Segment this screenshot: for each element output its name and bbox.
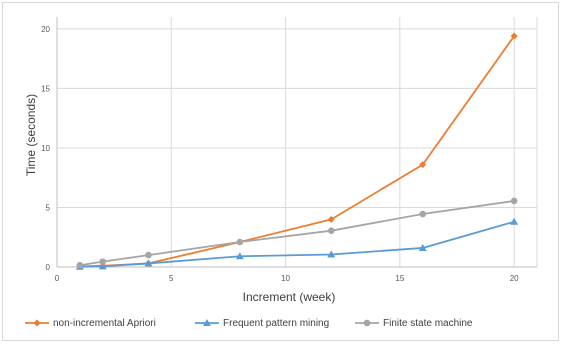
data-point [98,262,107,270]
series-line [79,35,515,268]
data-point [510,32,518,40]
data-point [419,210,427,218]
data-point [418,243,427,251]
legend-label: non-incremental Apriori [53,318,156,329]
x-tick-label: 20 [510,274,519,283]
y-tick-label: 0 [46,263,51,272]
data-point [236,238,244,246]
data-point [510,217,519,225]
axes: 0 5 10 15 20 0 5 10 15 20 [41,17,537,283]
legend-marker [33,319,41,327]
data-point [76,261,84,269]
legend-item: Frequent pattern mining [195,318,329,329]
x-axis-title: Increment (week) [243,290,336,304]
y-tick-label: 15 [41,84,50,93]
x-tick-label: 0 [55,274,60,283]
series-circle [76,197,518,269]
data-point [145,251,152,259]
series-lines [75,32,519,270]
data-point [327,250,336,258]
data-point [510,197,518,205]
data-point [144,259,153,267]
data-point [327,227,335,234]
legend-label: Frequent pattern mining [223,318,329,329]
line-chart: 0 5 10 15 20 0 5 10 15 20 Increment (week) Time (… [24,17,538,329]
data-point [419,161,427,169]
legend-item: non-incremental Apriori [25,318,156,329]
gridlines [57,17,538,267]
y-tick-label: 20 [41,25,50,34]
y-tick-label: 5 [46,203,51,212]
legend-item: Finite state machine [355,318,473,329]
x-tick-label: 15 [395,274,404,283]
legend-marker [203,319,211,326]
data-point [235,252,244,260]
y-tick-label: 10 [41,144,50,153]
x-tick-label: 10 [281,274,290,283]
data-point [99,258,107,265]
x-tick-label: 5 [169,274,174,283]
series-triangle [75,217,519,270]
legend: non-incremental Apriori Frequent pattern … [25,318,473,329]
data-point [327,215,335,223]
y-axis-title: Time (seconds) [24,94,38,176]
legend-marker [363,319,371,327]
legend-label: Finite state machine [383,318,473,329]
chart-container: 0 5 10 15 20 0 5 10 15 20 Increment (week) Time (… [2,2,559,341]
